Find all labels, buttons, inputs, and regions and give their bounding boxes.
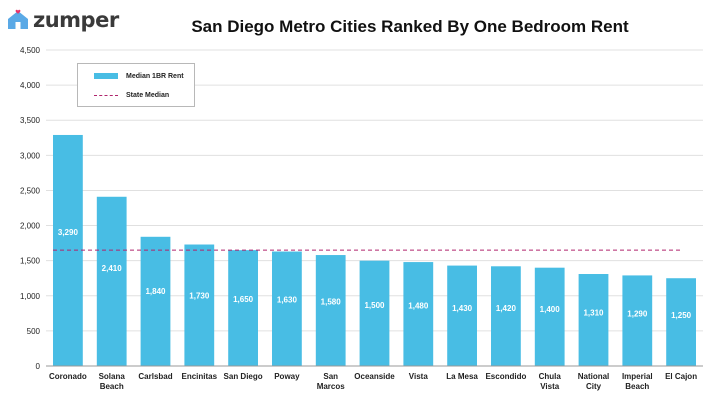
brand-name: zumper [33, 8, 119, 32]
bars [53, 134, 696, 366]
x-tick-label: Poway [274, 372, 300, 381]
y-tick-label: 2,000 [20, 222, 41, 231]
legend-swatch-dashed-line [94, 94, 118, 96]
data-label: 1,400 [540, 305, 561, 314]
x-tick-label: Coronado [49, 372, 87, 381]
data-label: 1,630 [277, 296, 298, 305]
house-shape [8, 11, 28, 29]
bar [666, 278, 696, 366]
x-tick-label: Imperial Beach [622, 372, 653, 391]
legend-swatch-bar [94, 73, 118, 79]
legend-item-state-median: State Median [78, 89, 169, 101]
bar [359, 260, 390, 366]
y-tick-label: 4,000 [20, 81, 41, 90]
legend-item-median-1br-rent: Median 1BR Rent [78, 70, 184, 82]
bar [315, 255, 346, 366]
x-tick-label: Chula Vista [539, 372, 562, 391]
x-tick-label: Oceanside [354, 372, 395, 381]
y-tick-label: 1,500 [20, 257, 41, 266]
y-tick-label: 3,000 [20, 151, 41, 160]
x-tick-label: El Cajon [665, 372, 697, 381]
x-tick-label: National City [578, 372, 610, 391]
x-tick-label: San Marcos [317, 372, 346, 391]
data-label: 1,580 [321, 298, 342, 307]
data-label: 2,410 [102, 264, 123, 273]
data-label: 1,500 [364, 301, 385, 310]
legend-label: Median 1BR Rent [126, 72, 184, 80]
data-label: 1,420 [496, 304, 517, 313]
data-label: 1,480 [408, 302, 429, 311]
data-label: 1,250 [671, 311, 692, 320]
y-tick-label: 2,500 [20, 186, 41, 195]
zumper-logo: zumper [6, 8, 119, 32]
bar [491, 266, 521, 366]
bar [96, 196, 127, 366]
bar [272, 251, 302, 366]
axes: 0 500 1,000 1,500 2,000 2,500 3,000 3,500 4,000 4… [20, 46, 703, 391]
data-label: 1,430 [452, 304, 473, 313]
legend-label: State Median [126, 91, 170, 99]
data-label: 1,650 [233, 295, 254, 304]
bar [403, 262, 434, 366]
chart-title: San Diego Metro Cities Ranked By One Bed… [191, 17, 629, 36]
chart-legend: Median 1BR Rent State Median [77, 63, 195, 107]
bar [184, 244, 215, 366]
house-heart-icon [8, 9, 28, 29]
y-tick-label: 0 [36, 362, 41, 371]
x-tick-label: Encinitas [182, 372, 218, 381]
data-label: 1,730 [189, 292, 210, 301]
y-tick-label: 4,500 [20, 46, 41, 55]
data-label: 1,290 [627, 309, 648, 318]
data-label: 1,310 [583, 309, 604, 318]
x-tick-label: Vista [409, 372, 429, 381]
bar [578, 274, 609, 366]
y-tick-label: 1,000 [20, 292, 41, 301]
y-tick-label: 500 [27, 327, 41, 336]
heart-shape [15, 9, 21, 14]
y-tick-label: 3,500 [20, 116, 41, 125]
bar [140, 236, 171, 366]
x-tick-label: Carlsbad [138, 372, 172, 381]
data-labels: 3,290 2,410 1,840 1,730 1,650 1,630 1,580 1,500… [58, 228, 692, 320]
bar [622, 275, 653, 366]
x-tick-label: La Mesa [446, 372, 478, 381]
house-door [15, 22, 21, 29]
x-tick-label: San Diego [224, 372, 263, 381]
bar [447, 265, 477, 366]
x-tick-label: Solana Beach [99, 372, 126, 391]
bar [534, 267, 565, 366]
bar [228, 250, 258, 366]
x-tick-label: Escondido [485, 372, 526, 381]
data-label: 1,840 [145, 287, 166, 296]
data-label: 3,290 [58, 228, 79, 237]
